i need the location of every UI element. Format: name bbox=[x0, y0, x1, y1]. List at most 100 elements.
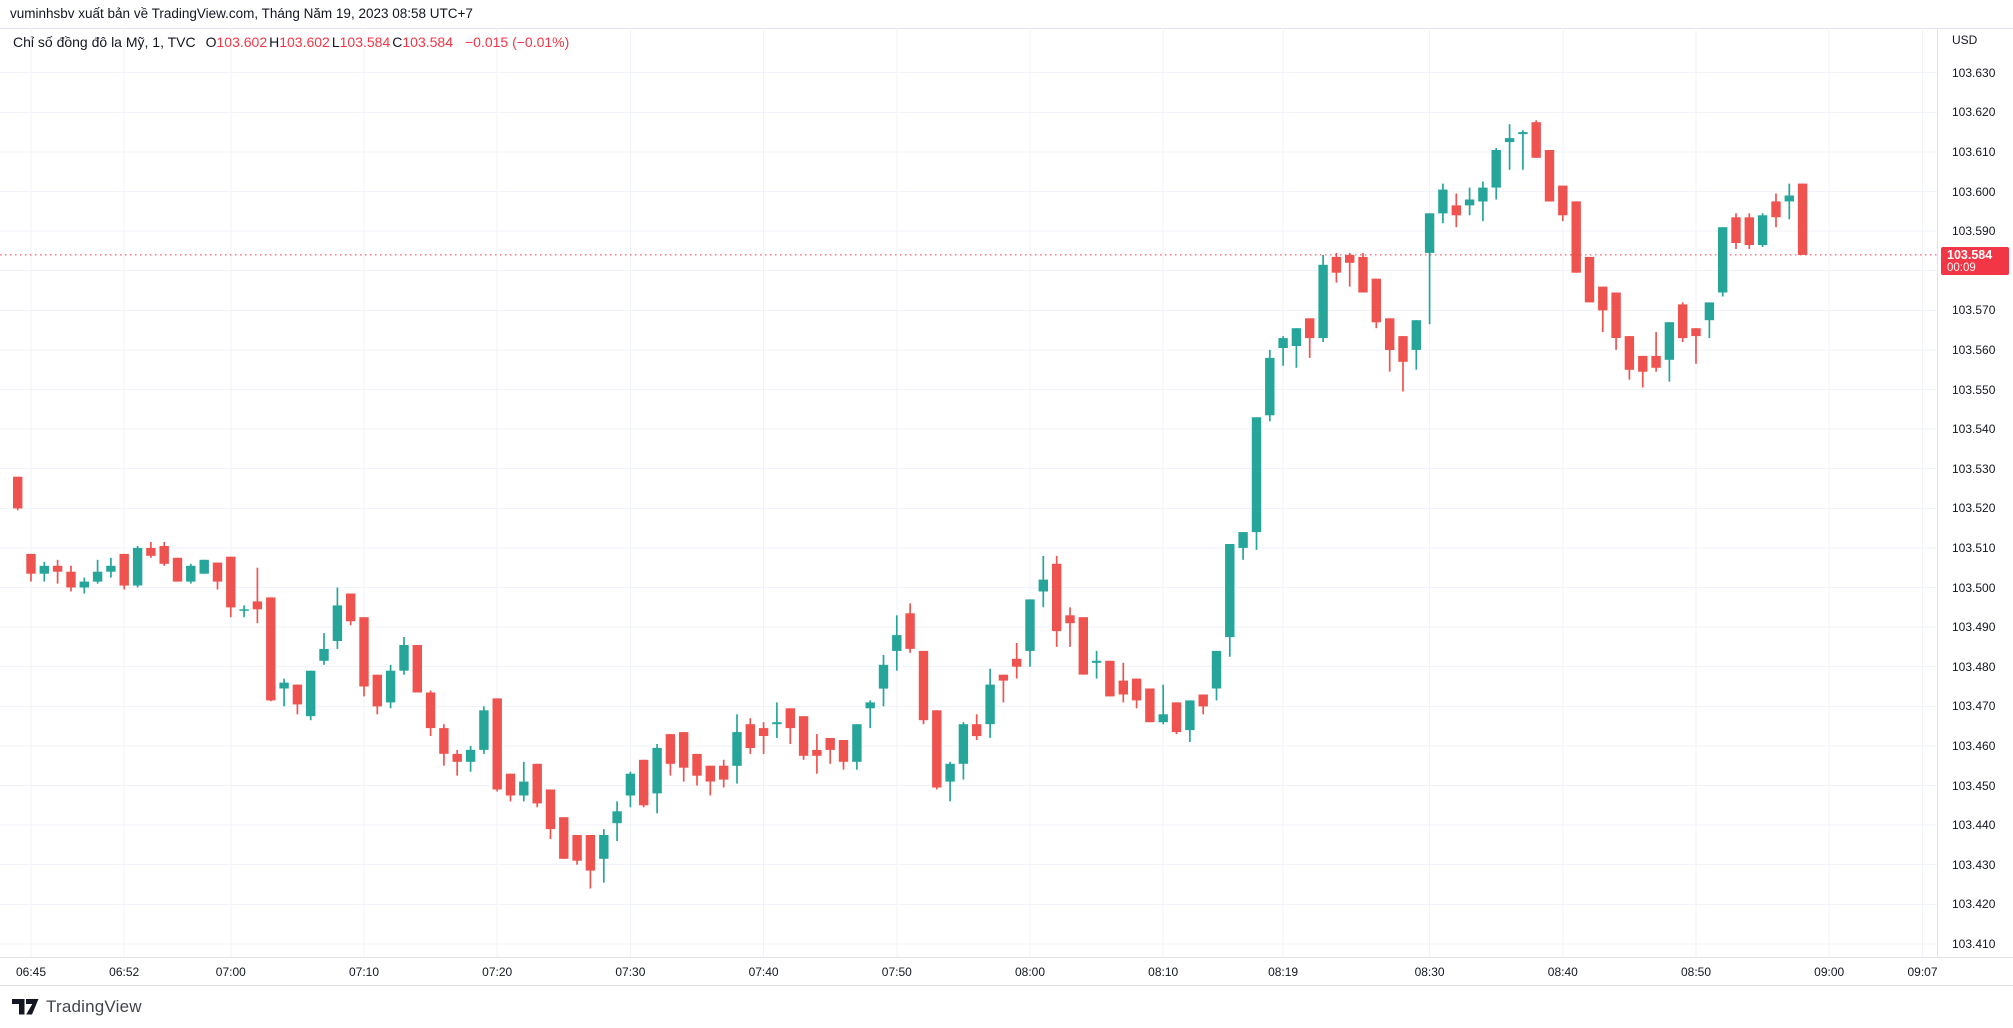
time-tick-label: 08:19 bbox=[1268, 965, 1299, 979]
candle bbox=[239, 605, 249, 618]
price-tick-label: 103.600 bbox=[1952, 184, 1996, 199]
price-tick-label: 103.450 bbox=[1952, 778, 1996, 793]
candle bbox=[905, 603, 915, 653]
ohlc-o: O103.602 bbox=[205, 34, 268, 50]
candle bbox=[1544, 150, 1555, 202]
candle bbox=[1411, 320, 1421, 370]
candle bbox=[892, 615, 902, 671]
candle bbox=[639, 759, 649, 808]
candle bbox=[159, 542, 169, 566]
price-tick-label: 103.530 bbox=[1952, 461, 1996, 476]
price-tick-label: 103.480 bbox=[1952, 659, 1996, 674]
candle bbox=[1185, 700, 1195, 742]
candle bbox=[878, 654, 889, 707]
price-tick-label: 103.610 bbox=[1952, 144, 1996, 159]
candle bbox=[186, 563, 196, 584]
candle bbox=[559, 817, 569, 859]
time-tick-label: 08:30 bbox=[1414, 965, 1445, 979]
candle bbox=[1584, 256, 1595, 303]
candle bbox=[1065, 607, 1075, 647]
candle bbox=[266, 597, 276, 702]
time-tick-label: 07:10 bbox=[348, 965, 380, 979]
chart-legend: Chỉ số đồng đô la Mỹ, 1, TVC O103.602 H10… bbox=[13, 33, 569, 51]
candle bbox=[785, 708, 795, 744]
candle bbox=[1091, 650, 1102, 679]
candle bbox=[1571, 201, 1581, 273]
price-tick-label: 103.470 bbox=[1952, 699, 1996, 714]
candle bbox=[1624, 336, 1635, 380]
gridlines bbox=[0, 28, 1937, 957]
candle bbox=[292, 684, 303, 715]
price-tick-label: 103.590 bbox=[1952, 224, 1996, 239]
candle bbox=[479, 706, 489, 754]
candle bbox=[758, 722, 769, 754]
change-readout: −0.015 (−0.01%) bbox=[464, 34, 570, 50]
candle bbox=[838, 740, 849, 770]
candle bbox=[798, 716, 809, 760]
candle bbox=[1718, 227, 1728, 297]
candle bbox=[52, 559, 63, 584]
time-tick-label: 08:10 bbox=[1148, 965, 1179, 979]
candle bbox=[492, 698, 502, 792]
candle bbox=[719, 759, 729, 788]
candle bbox=[732, 714, 742, 784]
time-tick-label: 08:00 bbox=[1014, 965, 1046, 979]
price-tick-label: 103.620 bbox=[1952, 105, 1996, 120]
time-tick-label: 07:50 bbox=[881, 965, 912, 979]
candle bbox=[1704, 302, 1715, 339]
candle bbox=[306, 670, 316, 721]
price-tick-label: 103.410 bbox=[1952, 936, 1996, 951]
candle bbox=[1145, 688, 1155, 723]
candle bbox=[1038, 555, 1048, 608]
last-price-badge: 103.584 00:09 bbox=[1941, 246, 2009, 275]
candle bbox=[1251, 417, 1262, 550]
tradingview-logo[interactable]: TradingView bbox=[12, 997, 142, 1017]
candle bbox=[599, 829, 609, 883]
candle bbox=[1118, 662, 1128, 703]
candle bbox=[1012, 643, 1022, 679]
candle bbox=[1731, 213, 1741, 249]
candle bbox=[1664, 322, 1675, 382]
candle bbox=[1278, 336, 1288, 366]
candle bbox=[1291, 328, 1302, 368]
candle bbox=[399, 637, 409, 675]
attribution-bar: vuminhsbv xuất bản về TradingView.com, T… bbox=[0, 0, 2013, 28]
time-axis[interactable]: 06:45 06:52 07:00 07:10 07:20 07:30 07:40 07:50… bbox=[0, 958, 2013, 985]
candle bbox=[1651, 332, 1661, 372]
candle bbox=[1438, 183, 1448, 224]
candle bbox=[465, 745, 476, 772]
candlestick-chart[interactable] bbox=[0, 28, 1937, 957]
candle bbox=[665, 734, 676, 776]
candle bbox=[346, 593, 356, 626]
candle bbox=[1678, 302, 1688, 342]
price-axis[interactable]: USD 103.630 103.620 103.610 103.600 103.590 10… bbox=[1937, 28, 2013, 957]
candle bbox=[146, 542, 156, 558]
price-tick-label: 103.420 bbox=[1952, 897, 1996, 912]
candle bbox=[452, 749, 462, 776]
candle bbox=[745, 718, 755, 754]
candle bbox=[1238, 532, 1248, 560]
candle bbox=[1025, 599, 1035, 667]
candle bbox=[958, 722, 969, 780]
candle bbox=[1784, 183, 1794, 220]
candle bbox=[772, 702, 782, 738]
candle bbox=[1611, 292, 1621, 350]
candle bbox=[1478, 181, 1488, 222]
candle bbox=[1518, 130, 1528, 170]
price-tick-label: 103.440 bbox=[1952, 818, 1996, 833]
price-tick-label: 103.630 bbox=[1952, 65, 1996, 80]
candle bbox=[1598, 286, 1608, 333]
candle bbox=[585, 835, 596, 889]
time-tick-label: 08:50 bbox=[1680, 965, 1712, 979]
candle bbox=[425, 690, 436, 736]
symbol-title[interactable]: Chỉ số đồng đô la Mỹ, 1, TVC bbox=[13, 34, 196, 50]
candle bbox=[1691, 328, 1701, 364]
candle bbox=[92, 559, 103, 584]
candle bbox=[985, 668, 995, 738]
candle bbox=[692, 753, 702, 786]
attribution-text: vuminhsbv xuất bản về TradingView.com, T… bbox=[10, 6, 473, 21]
candle bbox=[505, 773, 516, 802]
price-axis-border bbox=[1937, 28, 1938, 957]
candle bbox=[412, 645, 422, 693]
time-tick-label: 06:45 bbox=[15, 965, 47, 979]
